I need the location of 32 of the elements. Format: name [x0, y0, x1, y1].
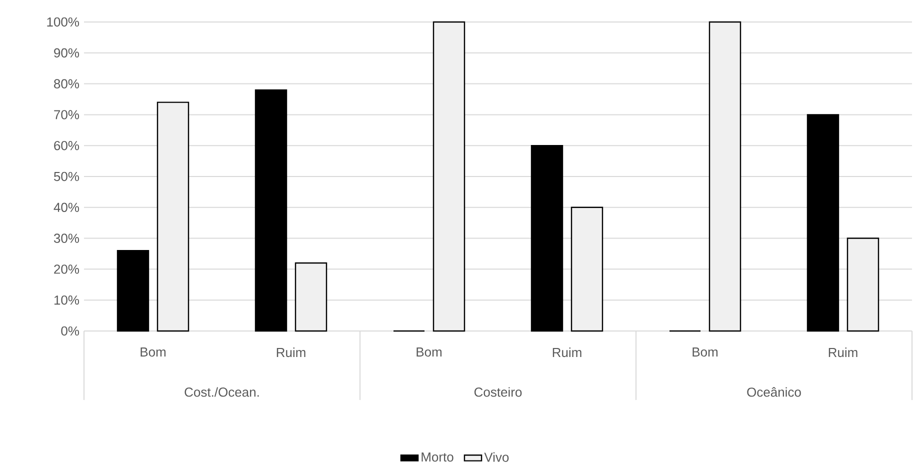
y-tick-label: 10%	[54, 295, 80, 305]
y-tick-label: 80%	[54, 79, 80, 88]
text: Oceânico	[747, 387, 801, 397]
bar	[432, 21, 466, 332]
x-tick-label: Ruim	[276, 348, 306, 358]
y-tick-label: 0%	[61, 326, 80, 336]
y-tick-label: 60%	[54, 140, 80, 150]
bar	[156, 102, 190, 332]
bar	[806, 114, 840, 332]
text: Cost./Ocean.	[184, 387, 259, 397]
bar	[254, 89, 288, 332]
bar	[570, 206, 604, 332]
x-tick-label: Bom	[692, 348, 718, 357]
legend-label: Morto	[422, 452, 454, 462]
y-tick-label: 70%	[54, 110, 80, 120]
x-tick-label: Bom	[140, 348, 166, 357]
legend-label: Vivo	[484, 452, 509, 462]
y-tick-label: 20%	[54, 264, 80, 274]
y-tick-label: 40%	[54, 202, 80, 212]
bar	[708, 21, 742, 332]
x-tick-label: Bom	[416, 348, 442, 357]
y-tick-label: 90%	[54, 48, 80, 58]
x-tick-label: Ruim	[552, 348, 582, 358]
bar	[846, 238, 880, 332]
x-tick-label: Ruim	[828, 348, 858, 358]
text: Costeiro	[474, 387, 522, 397]
bar	[116, 250, 150, 332]
y-tick-label: 50%	[54, 172, 80, 182]
bar	[530, 144, 564, 332]
bar	[294, 262, 328, 332]
y-tick-label: 100%	[47, 17, 80, 27]
y-tick-label: 30%	[54, 234, 80, 243]
